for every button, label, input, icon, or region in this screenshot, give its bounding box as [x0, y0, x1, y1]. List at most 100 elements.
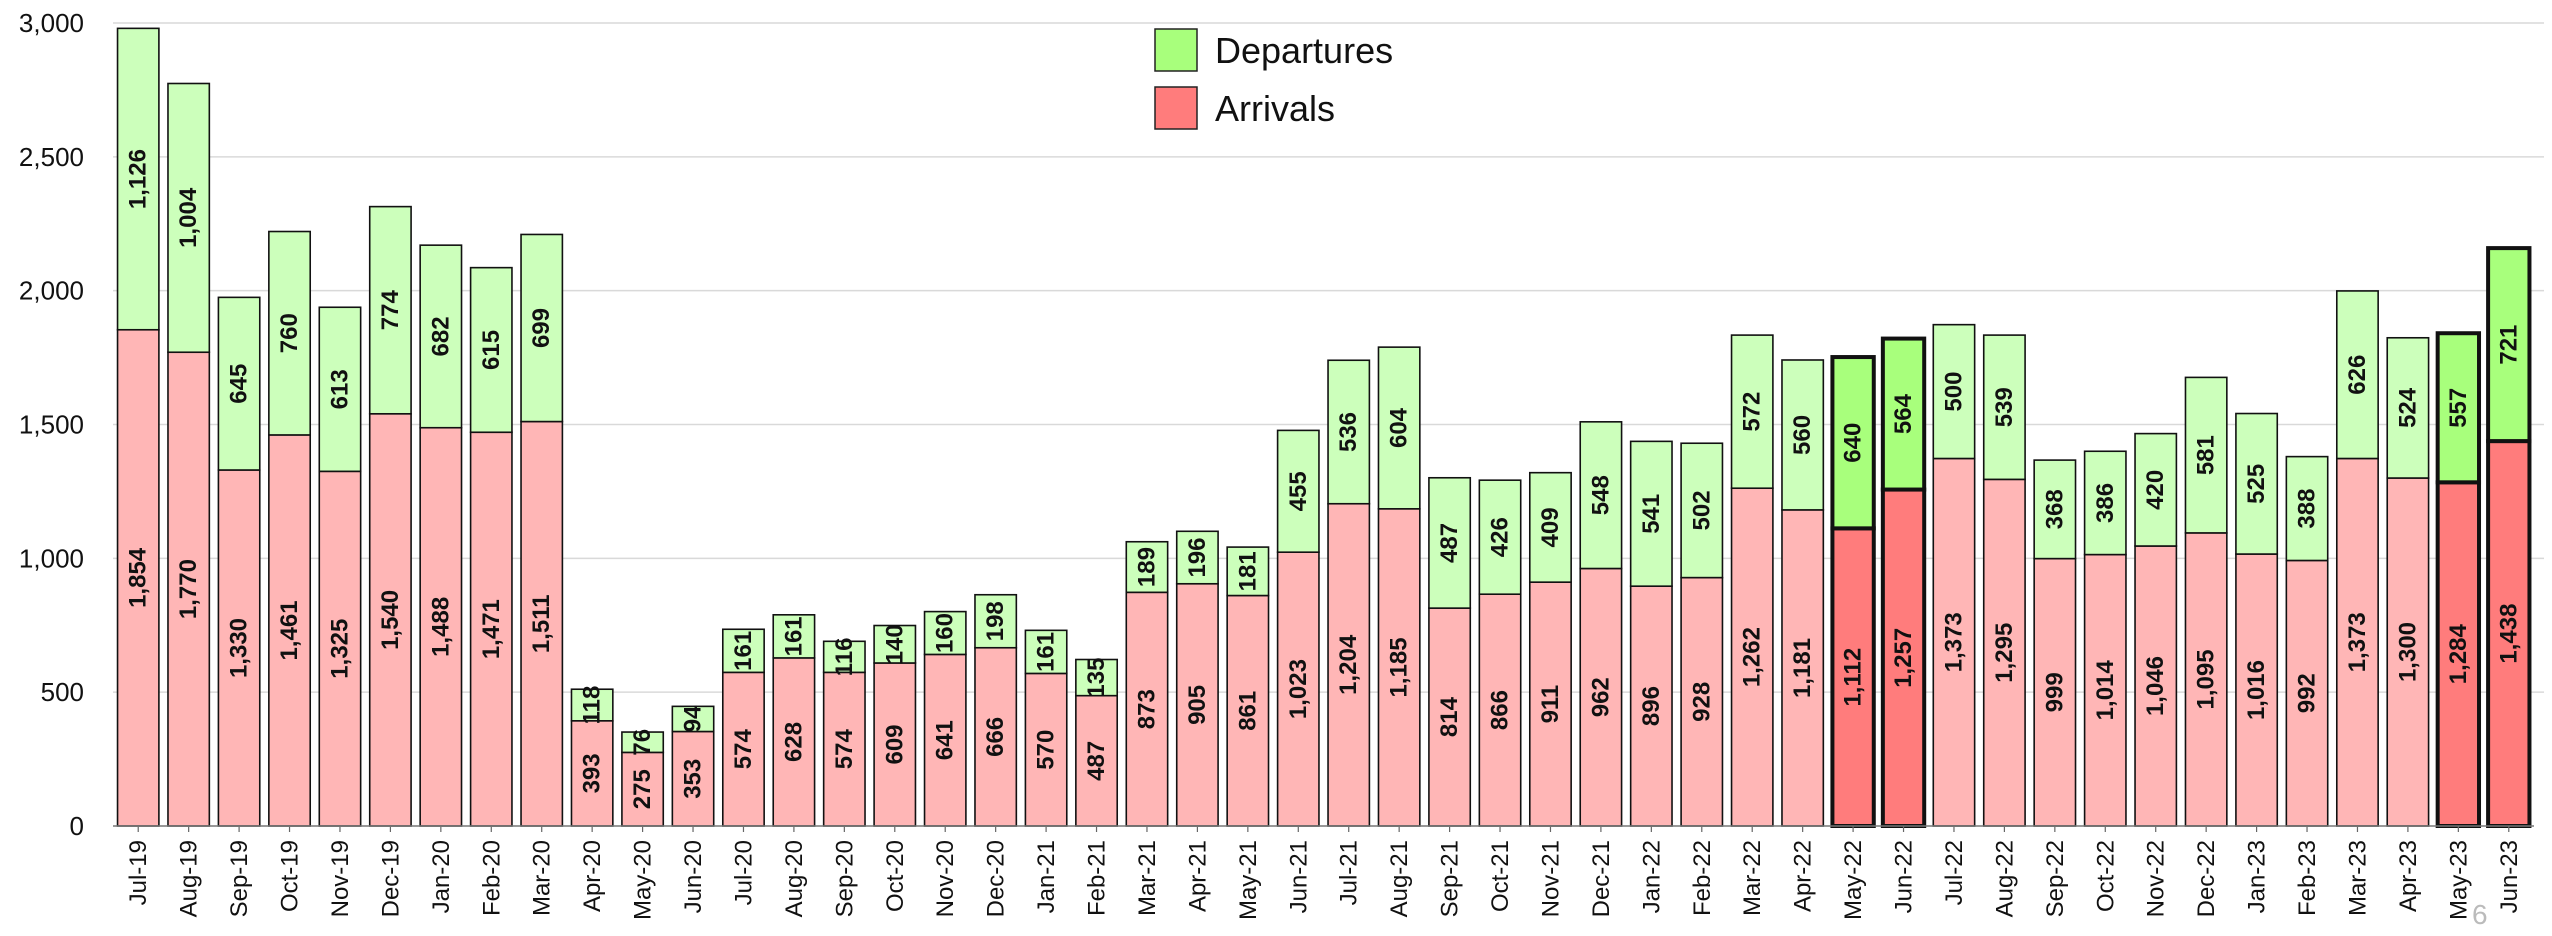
- bar-arrivals: [217, 469, 261, 827]
- data-label-arrivals: 1,112: [1840, 648, 1867, 707]
- data-label-departures: 557: [2445, 388, 2472, 428]
- x-tick-label: Jan-20: [428, 840, 455, 913]
- x-tick-label: Oct-22: [2092, 840, 2119, 912]
- data-label-departures: 615: [478, 330, 505, 370]
- data-label-departures: 541: [1638, 494, 1665, 534]
- data-label-departures: 487: [1436, 523, 1463, 563]
- data-label-arrivals: 1,284: [2445, 623, 2472, 684]
- bar-arrivals: [2285, 559, 2329, 827]
- data-label-departures: 198: [982, 601, 1009, 641]
- data-label-departures: 524: [2394, 387, 2421, 428]
- data-label-arrivals: 896: [1638, 686, 1665, 726]
- data-label-departures: 196: [1184, 538, 1211, 578]
- bar-arrivals: [2033, 557, 2077, 827]
- x-tick-label: Feb-23: [2294, 840, 2321, 916]
- bar-departures: [1629, 440, 1673, 587]
- data-label-departures: 760: [276, 313, 303, 353]
- legend-label-departures: Departures: [1215, 30, 1393, 71]
- bar-departures: [2033, 459, 2077, 560]
- bar-departures: [2134, 432, 2178, 547]
- data-label-departures: 161: [1033, 632, 1060, 672]
- data-label-arrivals: 962: [1587, 677, 1614, 717]
- bar-departures: [1579, 421, 1623, 570]
- data-label-departures: 161: [780, 616, 807, 656]
- x-tick-label: Jun-22: [1891, 840, 1918, 913]
- data-label-departures: 682: [427, 316, 454, 356]
- bar-departures: [469, 266, 513, 434]
- data-label-departures: 500: [1940, 372, 1967, 412]
- data-label-arrivals: 1,185: [1386, 637, 1413, 697]
- data-label-departures: 548: [1587, 475, 1614, 515]
- legend: Departures Arrivals: [1154, 28, 1393, 130]
- bar-departures: [570, 688, 614, 722]
- x-tick-label: Nov-19: [327, 840, 354, 917]
- data-label-arrivals: 628: [780, 722, 807, 762]
- y-tick-label: 500: [41, 677, 84, 707]
- data-label-departures: 368: [2041, 489, 2068, 529]
- page-number: 6: [2472, 899, 2488, 930]
- x-tick-label: Sep-22: [2042, 840, 2069, 917]
- data-label-departures: 181: [1234, 551, 1261, 591]
- data-label-departures: 613: [326, 369, 353, 409]
- x-tick-label: Jun-23: [2496, 840, 2523, 913]
- x-tick-label: Mar-22: [1739, 840, 1766, 916]
- bar-arrivals: [1730, 487, 1774, 827]
- bar-arrivals: [570, 720, 614, 827]
- data-label-arrivals: 353: [680, 759, 707, 799]
- data-label-arrivals: 1,511: [528, 594, 555, 653]
- bar-departures: [1024, 629, 1068, 675]
- bar-arrivals: [2335, 457, 2379, 827]
- bar-departures: [1680, 442, 1724, 579]
- bar-departures: [1528, 471, 1572, 583]
- data-label-arrivals: 641: [932, 720, 959, 760]
- data-label-arrivals: 873: [1133, 689, 1160, 729]
- x-tick-label: Feb-22: [1689, 840, 1716, 916]
- x-tick-label: Feb-20: [478, 840, 505, 916]
- bar-departures: [2184, 376, 2228, 534]
- data-label-arrivals: 861: [1234, 691, 1261, 731]
- bar-departures: [671, 705, 715, 733]
- bars: [116, 27, 2532, 828]
- data-label-arrivals: 1,262: [1739, 627, 1766, 687]
- x-tick-label: Dec-20: [983, 840, 1010, 917]
- data-label-arrivals: 1,540: [377, 590, 404, 650]
- bar-departures: [368, 205, 412, 415]
- x-tick-label: Dec-19: [377, 840, 404, 917]
- x-tick-label: Feb-21: [1084, 840, 1111, 916]
- data-label-arrivals: 574: [730, 729, 757, 770]
- data-label-arrivals: 1,095: [2193, 649, 2220, 709]
- bar-arrivals: [268, 434, 312, 827]
- bar-departures: [1730, 334, 1774, 490]
- legend-swatch-arrivals: [1154, 86, 1198, 130]
- data-label-arrivals: 570: [1033, 730, 1060, 770]
- x-tick-label: Mar-20: [529, 840, 556, 916]
- data-label-arrivals: 814: [1436, 696, 1463, 737]
- bar-departures: [1226, 546, 1270, 597]
- x-tick-label: Jul-21: [1336, 840, 1363, 905]
- bar-departures: [1781, 359, 1825, 511]
- data-label-departures: 76: [629, 729, 656, 756]
- bar-arrivals: [1830, 526, 1876, 828]
- bar-arrivals: [772, 657, 816, 827]
- bar-arrivals: [419, 426, 463, 827]
- data-label-departures: 189: [1133, 547, 1160, 587]
- bar-departures: [974, 593, 1018, 649]
- x-tick-label: Oct-21: [1487, 840, 1514, 912]
- data-label-arrivals: 1,488: [427, 597, 454, 657]
- data-label-departures: 94: [680, 705, 707, 732]
- data-label-arrivals: 574: [831, 729, 858, 770]
- data-label-departures: 455: [1285, 471, 1312, 511]
- data-label-departures: 426: [1487, 517, 1514, 557]
- bar-departures: [116, 27, 160, 331]
- bar-departures: [621, 731, 665, 754]
- bar-departures: [2435, 331, 2482, 485]
- data-label-departures: 640: [1840, 423, 1867, 463]
- data-label-departures: 699: [528, 308, 555, 348]
- bar-departures: [1327, 359, 1371, 505]
- x-tick-label: Jun-21: [1285, 840, 1312, 913]
- data-label-departures: 604: [1386, 407, 1413, 448]
- bar-arrivals: [721, 671, 765, 827]
- bar-arrivals: [822, 671, 866, 827]
- bar-arrivals: [1075, 694, 1119, 827]
- bar-departures: [318, 306, 362, 473]
